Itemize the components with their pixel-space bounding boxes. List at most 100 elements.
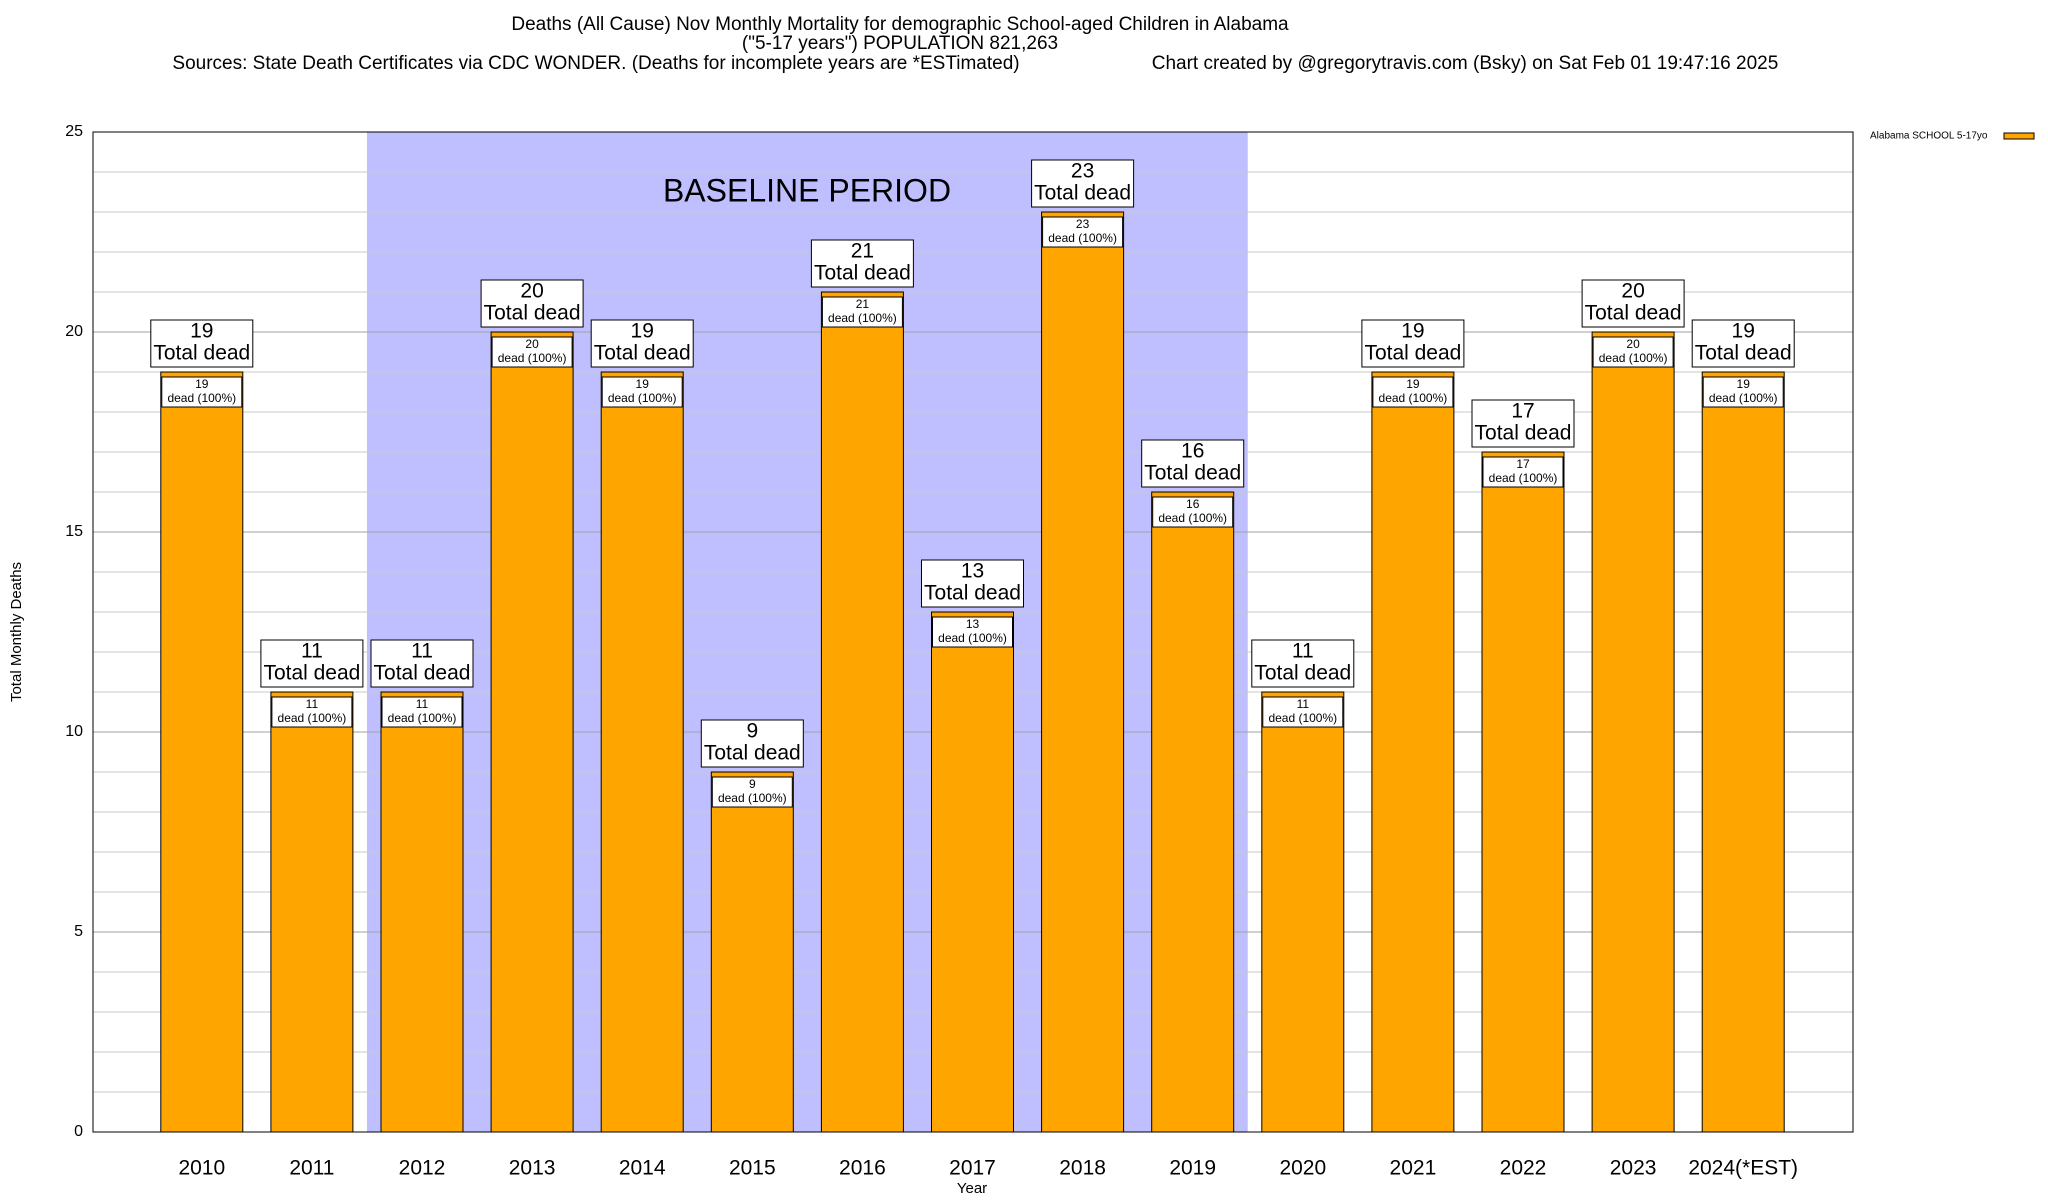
sources-note: Sources: State Death Certificates via CD… bbox=[172, 53, 1019, 74]
y-tick-label: 15 bbox=[65, 523, 83, 540]
total-label-text: Total dead bbox=[1585, 302, 1682, 325]
inner-label-text: dead (100%) bbox=[1489, 471, 1558, 485]
x-tick-label: 2014 bbox=[619, 1157, 666, 1180]
inner-label-box bbox=[932, 616, 1013, 648]
total-value-label: 17 bbox=[1511, 400, 1534, 423]
x-tick-label: 2015 bbox=[729, 1157, 776, 1180]
x-tick-label: 2010 bbox=[178, 1157, 225, 1180]
credit-note: Chart created by @gregorytravis.com (Bsk… bbox=[1152, 53, 1779, 74]
bar bbox=[600, 371, 684, 1133]
inner-value-label: 11 bbox=[1297, 697, 1310, 711]
total-label-box bbox=[1691, 319, 1795, 368]
total-value-label: 20 bbox=[520, 280, 543, 303]
total-label-box bbox=[1581, 279, 1685, 328]
x-tick-label: 2021 bbox=[1390, 1157, 1437, 1180]
inner-label-text: dead (100%) bbox=[498, 351, 567, 365]
y-tick-label: 20 bbox=[65, 323, 83, 340]
total-label-box bbox=[260, 639, 364, 688]
inner-value-label: 21 bbox=[856, 297, 870, 311]
total-label-text: Total dead bbox=[374, 662, 471, 685]
total-label-text: Total dead bbox=[1254, 662, 1351, 685]
total-value-label: 11 bbox=[411, 640, 433, 663]
plot-frame bbox=[92, 131, 1854, 1133]
bar bbox=[1261, 691, 1345, 1133]
total-value-label: 19 bbox=[1732, 320, 1755, 343]
inner-label-box bbox=[161, 376, 243, 408]
y-axis-label: Total Monthly Deaths bbox=[8, 562, 25, 702]
inner-label-text: dead (100%) bbox=[608, 391, 677, 405]
bar bbox=[710, 771, 794, 1133]
total-label-box bbox=[1141, 439, 1245, 488]
bar bbox=[380, 691, 464, 1133]
bar bbox=[1371, 371, 1455, 1133]
inner-value-label: 13 bbox=[966, 617, 980, 631]
inner-label-box bbox=[1592, 336, 1674, 368]
inner-label-box bbox=[1152, 496, 1234, 528]
inner-label-box bbox=[601, 376, 683, 408]
y-tick-label: 10 bbox=[65, 723, 83, 740]
total-label-text: Total dead bbox=[484, 302, 581, 325]
inner-value-label: 19 bbox=[1737, 377, 1751, 391]
x-tick-label: 2022 bbox=[1500, 1157, 1547, 1180]
inner-label-box bbox=[711, 776, 793, 808]
total-label-text: Total dead bbox=[153, 342, 250, 365]
total-value-label: 20 bbox=[1621, 280, 1644, 303]
total-label-box bbox=[1471, 399, 1575, 448]
inner-label-box bbox=[381, 696, 463, 728]
total-label-text: Total dead bbox=[594, 342, 691, 365]
inner-label-text: dead (100%) bbox=[718, 791, 787, 805]
legend-swatch bbox=[2003, 132, 2035, 140]
inner-value-label: 20 bbox=[1626, 337, 1640, 351]
x-tick-label: 2018 bbox=[1059, 1157, 1106, 1180]
x-tick-label: 2013 bbox=[509, 1157, 556, 1180]
total-value-label: 19 bbox=[1401, 320, 1424, 343]
bar bbox=[1701, 371, 1785, 1133]
total-label-box bbox=[700, 719, 804, 768]
total-value-label: 13 bbox=[961, 560, 984, 583]
x-tick-label: 2019 bbox=[1169, 1157, 1216, 1180]
bar bbox=[490, 331, 574, 1133]
inner-label-text: dead (100%) bbox=[938, 631, 1007, 645]
inner-label-text: dead (100%) bbox=[1379, 391, 1448, 405]
total-label-text: Total dead bbox=[1475, 422, 1572, 445]
inner-label-text: dead (100%) bbox=[828, 311, 897, 325]
x-tick-label: 2017 bbox=[949, 1157, 996, 1180]
total-value-label: 21 bbox=[851, 240, 874, 263]
total-label-text: Total dead bbox=[1034, 182, 1131, 205]
legend-label: Alabama SCHOOL 5-17yo bbox=[1870, 131, 1988, 142]
inner-value-label: 9 bbox=[749, 777, 756, 791]
inner-label-text: dead (100%) bbox=[1158, 511, 1227, 525]
total-label-text: Total dead bbox=[1695, 342, 1792, 365]
total-label-box bbox=[480, 279, 584, 328]
inner-label-text: dead (100%) bbox=[167, 391, 236, 405]
inner-label-text: dead (100%) bbox=[278, 711, 347, 725]
total-label-text: Total dead bbox=[814, 262, 911, 285]
bar bbox=[160, 371, 244, 1133]
inner-label-text: dead (100%) bbox=[1709, 391, 1778, 405]
chart-subtitle: ("5-17 years") POPULATION 821,263 bbox=[742, 33, 1058, 54]
inner-label-text: dead (100%) bbox=[1268, 711, 1337, 725]
total-label-box bbox=[1031, 159, 1135, 208]
inner-label-box bbox=[491, 336, 573, 368]
bar bbox=[1591, 331, 1675, 1133]
total-value-label: 11 bbox=[1292, 640, 1314, 663]
inner-label-box bbox=[1262, 696, 1344, 728]
total-label-text: Total dead bbox=[1364, 342, 1461, 365]
inner-value-label: 19 bbox=[636, 377, 650, 391]
total-label-box bbox=[810, 239, 914, 288]
inner-label-box bbox=[1702, 376, 1784, 408]
total-label-text: Total dead bbox=[263, 662, 360, 685]
inner-value-label: 23 bbox=[1076, 217, 1090, 231]
inner-value-label: 19 bbox=[195, 377, 209, 391]
inner-label-box bbox=[1372, 376, 1454, 408]
inner-label-box bbox=[1482, 456, 1564, 488]
inner-value-label: 17 bbox=[1516, 457, 1530, 471]
total-value-label: 9 bbox=[746, 720, 758, 743]
bar bbox=[1481, 451, 1565, 1133]
x-tick-label: 2024(*EST) bbox=[1688, 1157, 1798, 1180]
bar bbox=[1151, 491, 1235, 1133]
inner-label-text: dead (100%) bbox=[1599, 351, 1668, 365]
x-tick-label: 2020 bbox=[1279, 1157, 1326, 1180]
